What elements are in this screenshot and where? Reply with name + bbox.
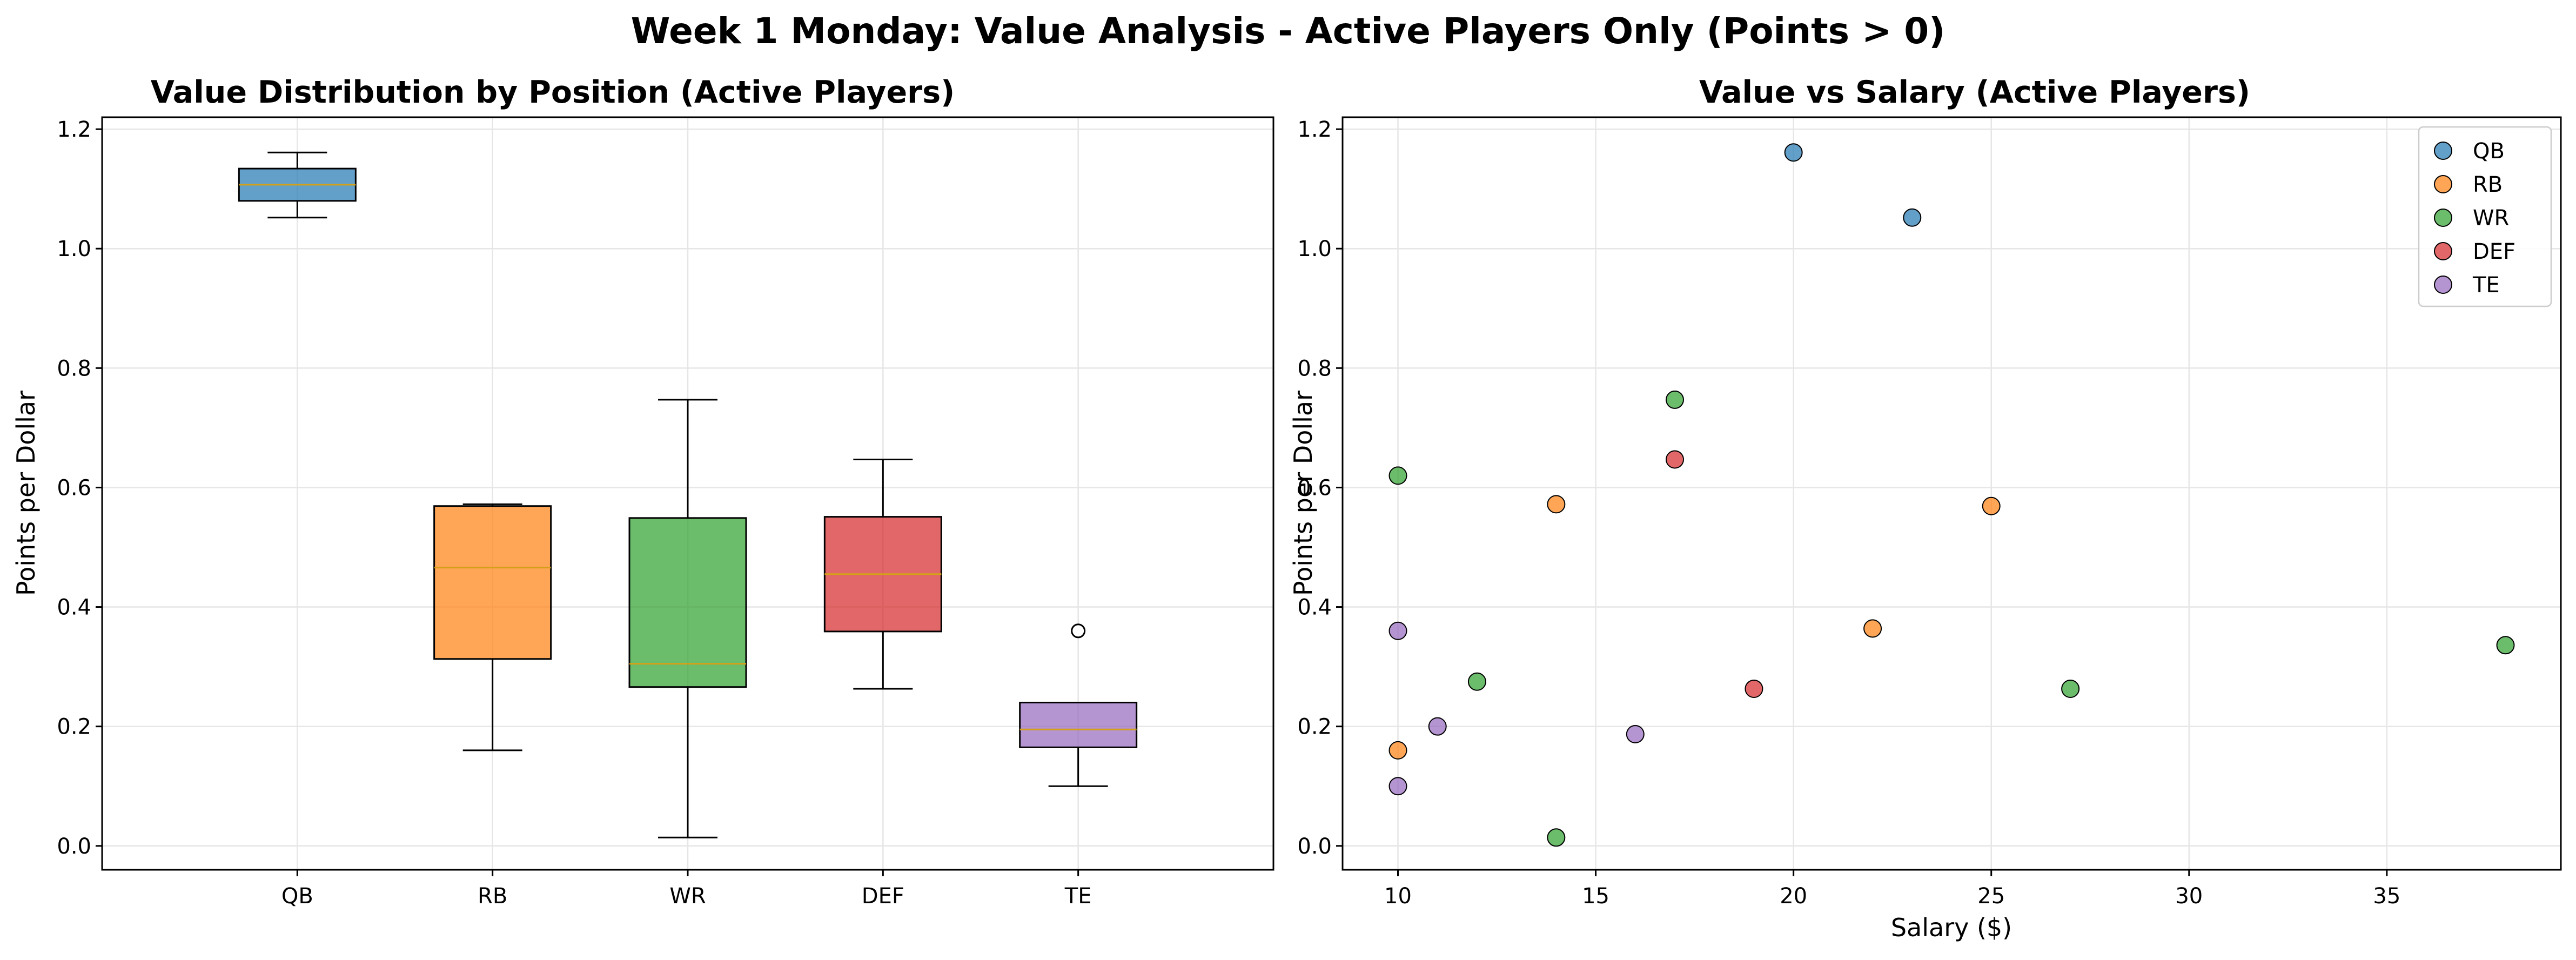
scatter-plot-x-tick-label: 20 (1780, 884, 1807, 909)
scatter-plot-y-tick-label: 1.0 (1297, 237, 1332, 261)
scatter-point-qb (1784, 143, 1803, 162)
box-plot-x-tick-label-qb: QB (281, 884, 313, 909)
scatter-point-rb (1982, 496, 2001, 515)
scatter-plot-y-tick-label: 0.2 (1297, 715, 1332, 740)
legend-label-wr: WR (2473, 206, 2509, 231)
box-plot-y-tick-label: 0.2 (57, 715, 91, 740)
box-def (823, 458, 942, 690)
box-outlier-point (1071, 623, 1086, 639)
scatter-point-def (1666, 450, 1684, 469)
scatter-point-te (1388, 621, 1407, 640)
box-plot-title: Value Distribution by Position (Active P… (151, 75, 955, 110)
box-wr (628, 399, 747, 838)
scatter-plot-points (1388, 143, 2515, 847)
scatter-point-wr (1666, 390, 1684, 409)
box-plot-y-tick-label: 1.2 (57, 117, 91, 142)
box-plot-panel: Value Distribution by Position (Active P… (11, 75, 1274, 909)
legend-marker-te (2434, 276, 2452, 294)
legend-label-te: TE (2472, 273, 2500, 298)
scatter-plot-y-tick-label: 0.4 (1297, 595, 1332, 620)
scatter-plot-x-axis-label: Salary ($) (1891, 913, 2012, 942)
box-plot-y-tick-label: 0.8 (57, 356, 91, 381)
scatter-plot-x-tick-label: 15 (1582, 884, 1609, 909)
scatter-point-wr (1388, 466, 1407, 485)
box-plot-y-axis-label: Points per Dollar (11, 391, 41, 596)
scatter-point-rb (1547, 495, 1566, 514)
box-iqr (1019, 701, 1138, 748)
scatter-plot-y-tick-label: 0.6 (1297, 475, 1332, 500)
scatter-plot-panel: Value vs Salary (Active Players) 0.00.20… (1289, 75, 2562, 942)
box-plot-x-tick-label-te: TE (1064, 884, 1092, 909)
legend-marker-def (2434, 242, 2452, 260)
scatter-point-wr (1547, 828, 1566, 847)
legend-marker-qb (2434, 142, 2452, 160)
scatter-point-rb (1863, 619, 1882, 638)
scatter-point-wr (2496, 636, 2515, 655)
box-plot-x-tick-label-def: DEF (862, 884, 904, 909)
scatter-plot-y-tick-label: 0.8 (1297, 356, 1332, 381)
legend-label-qb: QB (2473, 139, 2505, 164)
box-iqr (433, 505, 552, 660)
scatter-point-wr (2061, 680, 2080, 699)
scatter-plot-frame (1341, 116, 2562, 871)
scatter-point-te (1626, 725, 1645, 744)
scatter-plot-ticks: 0.0 0.2 0.4 0.6 0.8 1.0 1.2 10 15 20 25 30 35 (1297, 117, 2400, 909)
scatter-point-rb (1388, 741, 1407, 760)
box-plot-y-tick-label: 0.0 (57, 834, 91, 859)
figure-suptitle: Week 1 Monday: Value Analysis - Active P… (631, 10, 1946, 52)
legend-marker-rb (2434, 175, 2452, 193)
scatter-plot-y-tick-label: 1.2 (1297, 117, 1332, 142)
legend-label-rb: RB (2473, 172, 2503, 197)
scatter-point-wr (1467, 672, 1486, 691)
scatter-plot-y-tick-label: 0.0 (1297, 834, 1332, 859)
box-plot-x-tick-label-wr: WR (669, 884, 706, 909)
box-iqr (628, 517, 747, 688)
box-plot-y-tick-label: 0.6 (57, 475, 91, 500)
scatter-plot-gridlines (1343, 117, 2561, 870)
scatter-plot-x-tick-label: 25 (1977, 884, 2005, 909)
scatter-series-te (1388, 621, 1645, 796)
scatter-point-te (1388, 777, 1407, 796)
legend-label-def: DEF (2473, 239, 2515, 264)
box-plot-ticks: 0.0 0.2 0.4 0.6 0.8 1.0 1.2 QB RB WR DEF TE (57, 117, 1091, 909)
box-plot-x-tick-label-rb: RB (478, 884, 507, 909)
scatter-series-def (1666, 450, 1763, 699)
box-rb (433, 503, 552, 751)
scatter-plot-x-tick-label: 10 (1384, 884, 1412, 909)
scatter-series-wr (1388, 390, 2515, 847)
scatter-plot-y-axis-label: Points per Dollar (1289, 391, 1318, 596)
scatter-point-def (1745, 680, 1763, 699)
box-te (1019, 623, 1138, 787)
box-plot-y-tick-label: 1.0 (57, 237, 91, 261)
scatter-plot-title: Value vs Salary (Active Players) (1699, 75, 2250, 110)
scatter-plot-x-tick-label: 30 (2175, 884, 2203, 909)
scatter-plot-x-tick-label: 35 (2373, 884, 2400, 909)
legend-frame (2418, 126, 2552, 307)
scatter-series-rb (1388, 495, 2001, 760)
scatter-plot-legend: QB RB WR DEF TE (2418, 126, 2552, 307)
box-plot-y-tick-label: 0.4 (57, 595, 91, 620)
box-plot-boxes (238, 151, 1138, 838)
legend-marker-wr (2434, 209, 2452, 227)
scatter-point-te (1428, 717, 1447, 736)
scatter-series-qb (1784, 143, 1922, 227)
scatter-point-qb (1903, 208, 1922, 227)
box-qb (238, 151, 357, 219)
